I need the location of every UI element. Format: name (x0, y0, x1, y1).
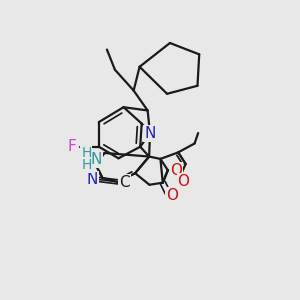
Text: H: H (81, 146, 92, 160)
Text: O: O (81, 158, 93, 172)
Text: O: O (178, 174, 190, 189)
Text: N: N (144, 126, 156, 141)
Text: F: F (68, 139, 76, 154)
Text: N: N (91, 152, 102, 167)
Text: O: O (166, 188, 178, 203)
Text: O: O (170, 163, 182, 178)
Text: H: H (81, 158, 92, 172)
Text: C: C (119, 175, 130, 190)
Text: N: N (87, 172, 98, 187)
